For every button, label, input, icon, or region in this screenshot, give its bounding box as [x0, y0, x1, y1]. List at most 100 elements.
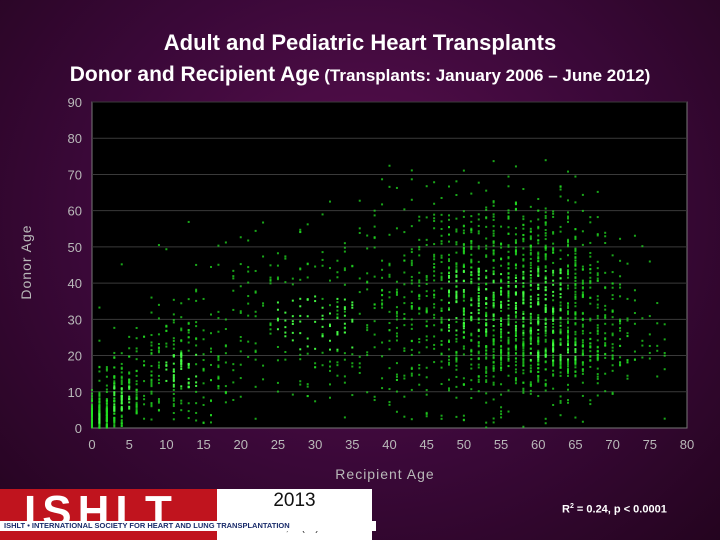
- data-point-2419: [485, 349, 488, 352]
- data-point-2380: [574, 358, 577, 361]
- data-point-451: [157, 303, 160, 306]
- data-point-1084: [462, 313, 465, 316]
- data-point-1486: [514, 274, 517, 277]
- data-point-284: [135, 409, 138, 412]
- data-point-988: [477, 271, 480, 274]
- data-point-2128: [596, 367, 599, 370]
- data-point-1947: [567, 240, 569, 243]
- data-point-1873: [537, 253, 540, 256]
- data-point-849: [418, 312, 421, 315]
- data-point-947: [455, 274, 458, 277]
- data-point-747: [373, 333, 376, 336]
- data-point-1021: [440, 196, 443, 199]
- data-point-1677: [507, 292, 510, 295]
- data-point-2126: [574, 374, 577, 377]
- data-point-700: [381, 341, 384, 344]
- data-point-2329: [485, 379, 488, 382]
- data-point-1832: [529, 227, 532, 230]
- data-point-351: [210, 332, 212, 335]
- data-point-1968: [559, 283, 562, 286]
- data-point-1128: [410, 259, 413, 262]
- data-point-1241: [507, 299, 510, 302]
- data-point-324: [128, 382, 131, 385]
- data-point-1799: [567, 302, 569, 305]
- data-point-607: [336, 374, 339, 377]
- data-point-667: [358, 199, 361, 202]
- data-point-1582: [500, 301, 503, 304]
- data-point-1630: [507, 321, 510, 324]
- data-point-2196: [529, 238, 532, 241]
- data-point-1263: [485, 323, 488, 326]
- data-point-1321: [567, 317, 569, 320]
- data-point-312: [120, 416, 123, 419]
- data-point-628: [306, 337, 309, 340]
- data-point-1022: [425, 389, 428, 392]
- data-point-1631: [567, 265, 569, 268]
- data-point-1760: [477, 297, 480, 300]
- data-point-125: [113, 399, 116, 402]
- data-point-2254: [559, 355, 562, 358]
- data-point-1615: [537, 293, 540, 296]
- data-point-2290: [596, 353, 599, 356]
- data-point-414: [195, 419, 198, 422]
- data-point-2411: [507, 347, 510, 350]
- data-point-396: [180, 354, 183, 357]
- data-point-2054: [552, 279, 555, 282]
- data-point-973: [470, 271, 473, 274]
- data-point-2206: [500, 287, 503, 290]
- data-point-1810: [559, 371, 562, 374]
- data-point-1591: [544, 293, 547, 296]
- data-point-2075: [544, 322, 547, 325]
- data-point-227: [113, 377, 116, 380]
- data-point-1874: [552, 403, 555, 406]
- data-point-950: [448, 266, 450, 269]
- data-point-2007: [589, 319, 592, 322]
- ishlt-logo: ISHLT: [0, 489, 217, 540]
- data-point-2112: [500, 280, 503, 283]
- data-point-403: [217, 330, 220, 333]
- data-point-1845: [492, 338, 495, 341]
- data-point-2449: [552, 359, 555, 362]
- data-point-1889: [589, 350, 592, 353]
- data-point-342: [180, 365, 183, 368]
- data-point-289: [105, 375, 108, 378]
- data-point-1944: [559, 188, 562, 191]
- data-point-739: [224, 345, 227, 348]
- data-point-1261: [596, 298, 599, 301]
- data-point-661: [403, 347, 406, 350]
- data-point-2367: [529, 319, 532, 322]
- data-point-2214: [552, 249, 555, 252]
- data-point-1189: [522, 258, 525, 261]
- data-point-1289: [611, 254, 614, 257]
- data-point-519: [187, 336, 190, 339]
- data-point-1044: [440, 299, 443, 302]
- data-point-370: [254, 349, 257, 352]
- data-point-1042: [596, 303, 599, 306]
- data-point-1443: [366, 354, 369, 357]
- data-point-2401: [589, 346, 592, 349]
- data-point-2182: [529, 264, 532, 267]
- data-point-2096: [522, 295, 525, 298]
- data-point-1637: [455, 251, 458, 254]
- data-point-1149: [559, 282, 562, 285]
- data-point-2080: [537, 256, 540, 259]
- data-point-339: [135, 358, 138, 361]
- data-point-2026: [492, 201, 495, 204]
- data-point-1356: [433, 313, 436, 316]
- data-point-1803: [492, 296, 495, 299]
- data-point-727: [195, 290, 198, 293]
- data-point-1871: [611, 310, 614, 313]
- data-point-1083: [410, 353, 413, 356]
- data-point-491: [150, 341, 153, 344]
- data-point-1649: [544, 280, 547, 283]
- data-point-1122: [581, 291, 584, 294]
- data-point-2022: [522, 389, 525, 392]
- data-point-101: [105, 422, 108, 425]
- data-point-647: [388, 275, 391, 278]
- data-point-2309: [537, 380, 540, 383]
- data-point-2051: [574, 295, 577, 298]
- data-point-683: [329, 279, 331, 282]
- data-point-2146: [567, 337, 569, 340]
- data-point-2155: [507, 294, 510, 297]
- data-point-531: [180, 352, 183, 355]
